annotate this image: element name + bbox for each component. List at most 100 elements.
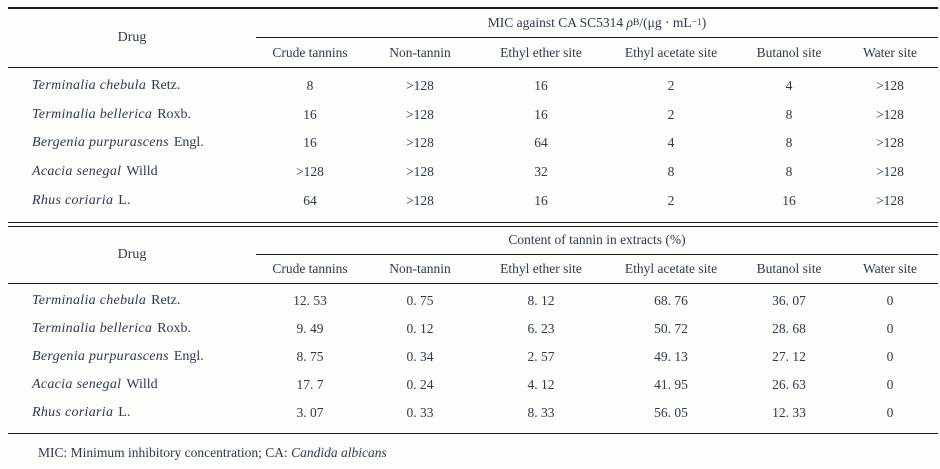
- table-cell: 2: [667, 192, 675, 208]
- drug-author-abbrev: Willd: [126, 376, 158, 392]
- table-cell: 68. 76: [654, 292, 688, 308]
- table-cell: >128: [406, 78, 434, 94]
- table-row: Terminalia chebula Retz. 12. 53 0. 75 8. …: [8, 287, 938, 315]
- table-cell: 12. 33: [772, 404, 806, 420]
- table-cell: 8: [667, 164, 675, 180]
- table-cell: 0: [886, 348, 894, 364]
- drug-latin-name: Bergenia purpurascens: [32, 348, 169, 364]
- table-row: Rhus coriaria L. 64 >128 16 2 16 >128: [8, 186, 938, 215]
- table-row: Bergenia purpurascens Engl. 16 >128 64 4 …: [8, 129, 938, 158]
- tannin-span-header: Content of tannin in extracts (%): [256, 227, 938, 255]
- mic-columns-header-group: MIC against CA SC5314 ρ B/(μg · mL −1) Cru…: [256, 9, 938, 67]
- mic-table-header: Drug MIC against CA SC5314 ρ B/(μg · mL −1…: [8, 9, 938, 67]
- column-header-non-tannin: Non-tannin: [389, 44, 451, 60]
- table-bottom-rule: [8, 432, 938, 434]
- table-row: Terminalia chebula Retz. 8 >128 16 2 4 >1…: [8, 72, 938, 101]
- table-cell: >128: [406, 106, 434, 122]
- table-cell: 28. 68: [772, 320, 806, 336]
- table-cell: 8. 75: [296, 348, 324, 364]
- mic-unit-open: /(μg · mL: [639, 15, 692, 30]
- column-header-butanol: Butanol site: [756, 44, 822, 60]
- drug-author-abbrev: Engl.: [173, 348, 204, 364]
- table-cell: 36. 07: [772, 292, 806, 308]
- footnote: MIC: Minimum inhibitory concentration; C…: [38, 445, 938, 461]
- table-cell: >128: [876, 135, 904, 151]
- table-cell: 16: [534, 192, 548, 208]
- column-header-water: Water site: [862, 44, 917, 60]
- column-header-water: Water site: [862, 260, 917, 276]
- table-cell: 16: [782, 192, 796, 208]
- table-cell: 2: [667, 78, 675, 94]
- mic-table-body: Terminalia chebula Retz. 8 >128 16 2 4 >1…: [8, 68, 938, 222]
- drug-name-cell: Acacia senegal Willd: [8, 158, 256, 187]
- tannin-table-body: Terminalia chebula Retz. 12. 53 0. 75 8. …: [8, 284, 938, 433]
- column-header-ethyl-ether: Ethyl ether site: [500, 260, 582, 276]
- drug-author-abbrev: Willd: [126, 164, 158, 180]
- drug-name-cell: Rhus coriaria L.: [8, 399, 256, 427]
- table-row: Bergenia purpurascens Engl. 8. 75 0. 34 2…: [8, 343, 938, 371]
- tannin-content-table: Drug Content of tannin in extracts (%) C…: [8, 227, 938, 434]
- table-row: Rhus coriaria L. 3. 07 0. 33 8. 33 56. 05…: [8, 399, 938, 427]
- footnote-species-name: Candida albicans: [291, 444, 387, 460]
- table-cell: >128: [406, 164, 434, 180]
- tannin-columns-header-group: Content of tannin in extracts (%) Crude …: [256, 227, 938, 283]
- table-row: Acacia senegal Willd >128 >128 32 8 8 >12…: [8, 158, 938, 187]
- mic-span-header-prefix: MIC against CA SC5314: [487, 15, 627, 30]
- drug-latin-name: Rhus coriaria: [32, 404, 114, 420]
- table-row: Terminalia bellerica Roxb. 9. 49 0. 12 6.…: [8, 315, 938, 343]
- column-header-ethyl-acetate: Ethyl acetate site: [624, 44, 718, 60]
- table-cell: 8. 12: [527, 292, 555, 308]
- table-cell: 2: [667, 106, 675, 122]
- drug-author-abbrev: Retz.: [151, 292, 181, 308]
- footnote-text: MIC: Minimum inhibitory concentration; C…: [38, 444, 292, 460]
- mic-span-header: MIC against CA SC5314 ρ B/(μg · mL −1): [256, 9, 938, 38]
- tannin-table-header: Drug Content of tannin in extracts (%) C…: [8, 227, 938, 283]
- drug-name-cell: Rhus coriaria L.: [8, 186, 256, 215]
- drug-author-abbrev: Engl.: [173, 135, 204, 151]
- table-cell: >128: [406, 135, 434, 151]
- drug-column-header: Drug: [117, 30, 147, 45]
- table-cell: 0: [886, 376, 894, 392]
- table-cell: 0: [886, 404, 894, 420]
- table-cell: 0. 34: [406, 348, 434, 364]
- table-cell: 16: [303, 106, 317, 122]
- mic-column-headers: Crude tannins Non-tannin Ethyl ether sit…: [256, 38, 938, 67]
- column-header-non-tannin: Non-tannin: [389, 260, 451, 276]
- drug-name-cell: Acacia senegal Willd: [8, 371, 256, 399]
- header-rule: [8, 67, 938, 68]
- table-cell: 0: [886, 292, 894, 308]
- table-cell: >128: [876, 78, 904, 94]
- drug-author-abbrev: Retz.: [151, 78, 181, 94]
- drug-name-cell: Bergenia purpurascens Engl.: [8, 129, 256, 158]
- drug-latin-name: Rhus coriaria: [32, 192, 114, 208]
- mic-table: Drug MIC against CA SC5314 ρ B/(μg · mL −1…: [8, 7, 938, 222]
- drug-name-cell: Terminalia chebula Retz.: [8, 287, 256, 315]
- column-header-ethyl-acetate: Ethyl acetate site: [624, 260, 718, 276]
- header-rule: [8, 282, 938, 284]
- column-header-butanol: Butanol site: [756, 260, 822, 276]
- drug-column-header: Drug: [117, 246, 147, 262]
- table-cell: 27. 12: [772, 348, 806, 364]
- table-cell: >128: [406, 192, 434, 208]
- drug-latin-name: Bergenia purpurascens: [32, 135, 169, 151]
- table-cell: 12. 53: [293, 292, 327, 308]
- table-cell: 50. 72: [654, 320, 688, 336]
- drug-latin-name: Terminalia bellerica: [32, 106, 153, 122]
- table-cell: >128: [296, 164, 324, 180]
- table-cell: 4: [785, 78, 793, 94]
- table-cell: 17. 7: [296, 376, 324, 392]
- table-cell: 16: [303, 135, 317, 151]
- table-cell: 8. 33: [527, 404, 555, 420]
- drug-latin-name: Terminalia chebula: [32, 292, 147, 308]
- table-row: Terminalia bellerica Roxb. 16 >128 16 2 8…: [8, 101, 938, 130]
- table-cell: >128: [876, 106, 904, 122]
- table-cell: 56. 05: [654, 404, 688, 420]
- table-cell: 16: [534, 78, 548, 94]
- table-row: Acacia senegal Willd 17. 7 0. 24 4. 12 41…: [8, 371, 938, 399]
- table-cell: 8: [785, 135, 793, 151]
- drug-author-abbrev: Roxb.: [157, 320, 192, 336]
- table-cell: 0. 24: [406, 376, 434, 392]
- table-cell: 3. 07: [296, 404, 324, 420]
- table-cell: >128: [876, 164, 904, 180]
